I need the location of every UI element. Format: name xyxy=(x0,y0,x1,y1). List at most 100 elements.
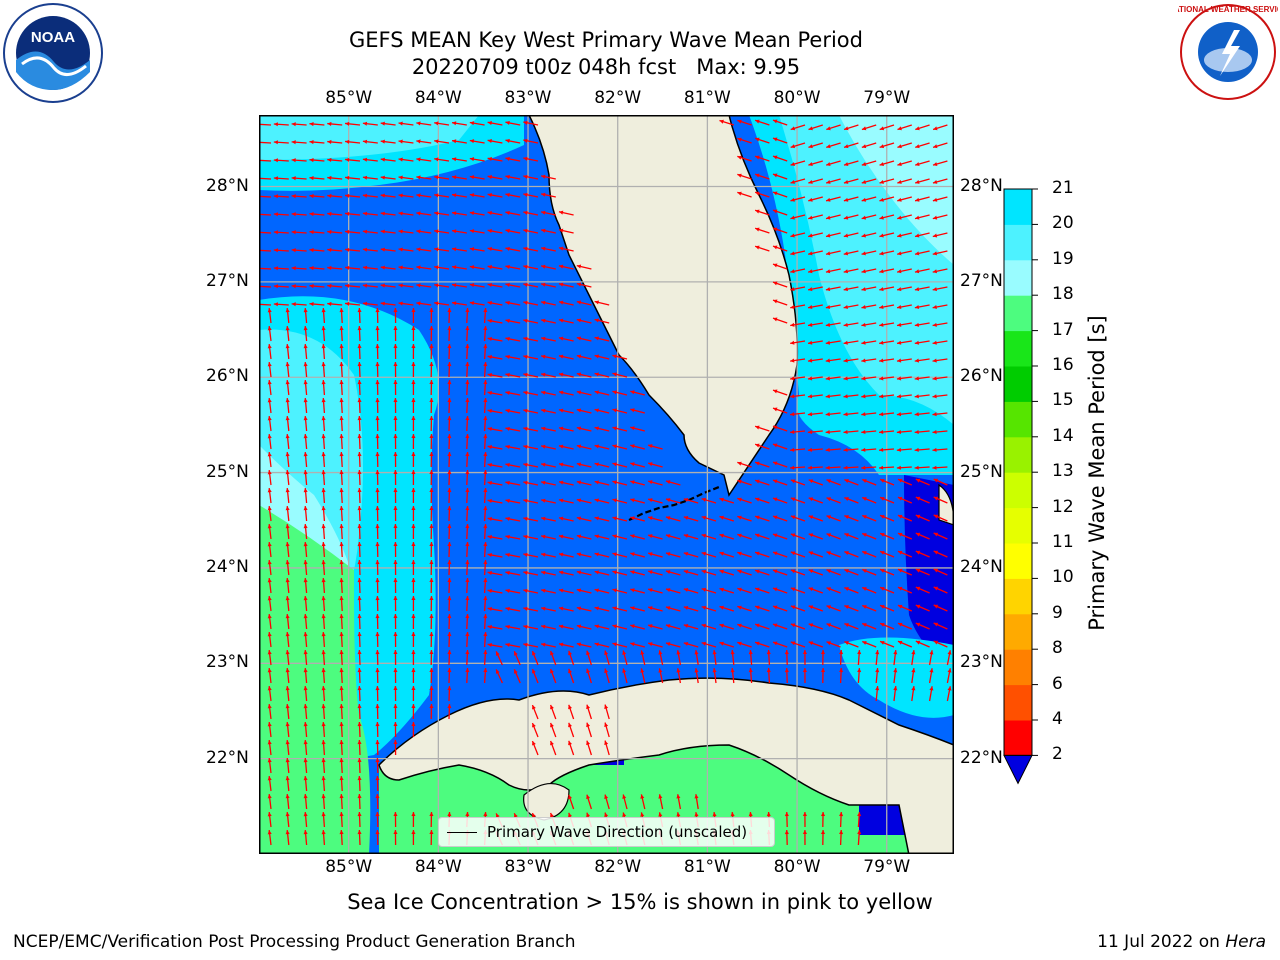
wave-direction-arrow xyxy=(932,340,948,345)
wave-direction-arrow xyxy=(790,196,806,202)
contour-6-8-north xyxy=(259,115,479,160)
longitude-label: 80°W xyxy=(773,88,821,108)
wave-direction-arrow xyxy=(879,622,895,630)
wave-direction-arrow xyxy=(487,553,503,558)
wave-direction-arrow xyxy=(825,214,841,220)
wave-direction-arrow xyxy=(513,650,521,666)
wave-direction-arrow xyxy=(398,211,414,216)
graticule xyxy=(259,115,954,854)
wave-direction-arrow xyxy=(434,139,450,144)
wave-direction-arrow xyxy=(523,606,539,612)
wave-direction-arrow xyxy=(540,390,556,396)
wave-direction-arrow xyxy=(826,124,841,131)
wave-direction-arrow xyxy=(784,829,789,846)
wave-direction-arrow xyxy=(505,588,521,594)
wave-direction-arrow xyxy=(754,479,770,486)
wave-direction-arrow xyxy=(273,176,289,181)
wave-direction-arrow xyxy=(719,533,734,540)
wave-direction-arrow xyxy=(429,469,434,486)
wave-direction-arrow xyxy=(303,524,308,540)
wave-direction-arrow xyxy=(429,397,434,414)
wave-direction-arrow xyxy=(291,158,307,163)
wave-direction-arrow xyxy=(309,284,325,289)
wave-direction-arrow xyxy=(540,426,556,432)
wave-direction-arrow xyxy=(505,642,521,648)
wave-direction-arrow xyxy=(843,429,859,435)
wave-direction-arrow xyxy=(465,379,470,396)
wave-direction-arrow xyxy=(303,704,308,720)
wave-direction-arrow xyxy=(754,209,770,216)
wave-direction-arrow xyxy=(483,577,488,594)
wave-direction-arrow xyxy=(594,426,610,432)
wave-direction-arrow xyxy=(875,650,880,666)
wave-direction-arrow xyxy=(712,650,717,666)
wave-direction-arrow xyxy=(928,650,934,666)
longitude-label: 82°W xyxy=(594,88,642,108)
wave-direction-arrow xyxy=(505,228,521,234)
wave-direction-arrow xyxy=(825,447,841,452)
wave-direction-arrow xyxy=(416,175,432,180)
wave-direction-arrow xyxy=(411,685,416,702)
wave-direction-arrow xyxy=(267,560,272,576)
wave-direction-arrow xyxy=(309,122,325,127)
map-frame xyxy=(259,115,954,854)
wave-direction-arrow xyxy=(772,155,788,162)
wave-direction-arrow xyxy=(267,488,272,504)
wave-direction-arrow xyxy=(558,480,574,486)
wave-direction-arrow xyxy=(303,722,308,738)
wave-direction-arrow xyxy=(861,196,877,202)
wave-direction-arrow xyxy=(540,624,556,630)
wave-direction-arrow xyxy=(612,462,628,468)
wave-direction-arrow xyxy=(523,462,539,468)
wave-direction-arrow xyxy=(612,570,628,576)
wave-direction-arrow xyxy=(861,160,877,167)
wave-direction-arrow xyxy=(291,266,307,271)
wave-direction-arrow xyxy=(447,451,452,468)
wave-direction-arrow xyxy=(357,487,362,504)
wave-direction-arrow xyxy=(933,478,948,486)
wave-direction-arrow xyxy=(327,301,343,306)
wave-direction-arrow xyxy=(843,214,859,220)
wave-direction-arrow xyxy=(451,229,467,234)
wave-direction-arrow xyxy=(737,605,752,612)
wave-direction-arrow xyxy=(447,559,452,576)
wave-direction-arrow xyxy=(862,568,877,576)
colorbar-segment xyxy=(1004,720,1032,756)
wave-direction-arrow xyxy=(928,686,934,702)
wave-direction-arrow xyxy=(540,372,556,378)
wave-direction-arrow xyxy=(465,613,470,630)
wave-direction-arrow xyxy=(375,559,380,576)
wave-direction-arrow xyxy=(594,624,610,630)
wave-direction-arrow xyxy=(594,642,610,648)
wave-direction-arrow xyxy=(523,444,539,450)
wave-direction-arrow xyxy=(879,568,895,576)
wave-direction-arrow xyxy=(807,304,823,309)
wave-direction-arrow xyxy=(701,569,717,576)
wave-direction-arrow xyxy=(844,605,859,612)
wave-direction-arrow xyxy=(267,830,272,846)
wave-direction-arrow xyxy=(357,577,362,594)
wave-direction-arrow xyxy=(447,523,452,540)
wave-direction-arrow xyxy=(754,533,770,540)
wave-direction-arrow xyxy=(879,514,895,522)
wave-direction-arrow xyxy=(576,408,592,414)
wave-direction-arrow xyxy=(345,265,361,270)
wave-direction-arrow xyxy=(357,451,362,468)
wave-direction-arrow xyxy=(339,397,344,414)
wave-direction-arrow xyxy=(576,534,592,540)
wave-direction-arrow xyxy=(719,119,734,126)
wave-direction-arrow xyxy=(879,160,895,167)
wave-direction-arrow xyxy=(879,232,895,238)
wave-direction-arrow xyxy=(411,613,416,630)
wave-direction-arrow xyxy=(285,524,290,540)
wave-direction-arrow xyxy=(932,412,948,417)
wave-direction-arrow xyxy=(737,623,752,630)
wave-direction-arrow xyxy=(505,264,521,270)
wave-direction-arrow xyxy=(808,214,823,220)
wave-direction-arrow xyxy=(339,649,344,666)
wave-direction-arrow xyxy=(915,622,930,630)
wave-direction-arrow xyxy=(451,157,467,162)
wave-direction-arrow xyxy=(843,412,859,417)
wave-direction-arrow xyxy=(825,465,841,470)
longitude-label: 79°W xyxy=(863,857,911,877)
